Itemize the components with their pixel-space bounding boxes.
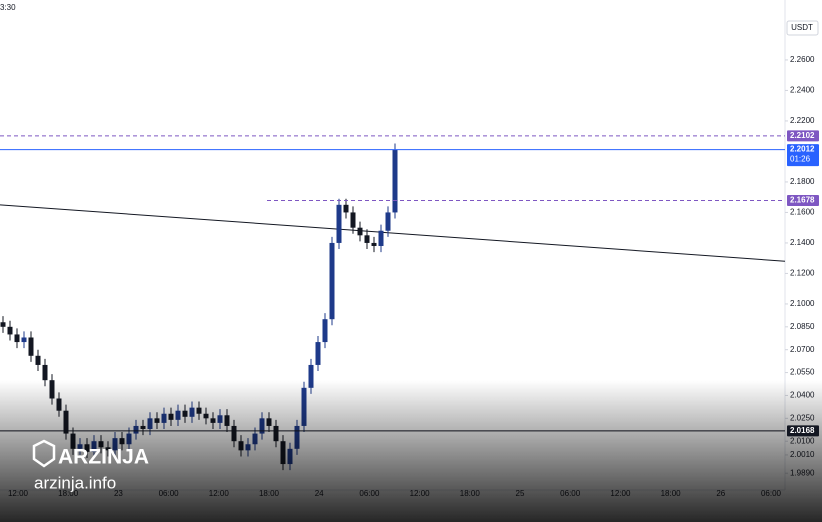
- candle-body: [371, 242, 377, 246]
- y-tick-label: 2.1800: [790, 177, 815, 186]
- candle-body: [364, 235, 370, 243]
- candle-body: [378, 230, 384, 246]
- price-label-box: [787, 195, 819, 207]
- currency-box: [786, 20, 819, 36]
- candle-body: [35, 355, 41, 365]
- candle-body: [308, 364, 314, 388]
- y-tick-label: 2.2200: [790, 116, 815, 125]
- candle-body: [7, 326, 13, 335]
- candle-body: [350, 212, 356, 228]
- candle-body: [14, 334, 20, 343]
- y-tick-label: 2.1600: [790, 208, 815, 217]
- candle-body: [329, 242, 335, 320]
- corner-time: 3:30: [0, 3, 16, 12]
- y-tick-label: 2.0550: [790, 368, 815, 377]
- y-tick-label: 2.0850: [790, 322, 815, 331]
- price-label: 2.0168: [790, 426, 815, 435]
- currency: USDT: [791, 23, 813, 32]
- candle-body: [343, 204, 349, 213]
- y-tick-label: 2.1400: [790, 238, 815, 247]
- logo: [32, 439, 56, 468]
- price-label: 2.2012: [790, 145, 815, 154]
- candle-body: [315, 342, 321, 365]
- y-tick-label: 2.1200: [790, 269, 815, 278]
- price-label-box: [787, 425, 819, 437]
- y-tick-label: 2.1000: [790, 299, 815, 308]
- countdown: 01:26: [790, 155, 811, 164]
- candle-body: [322, 319, 328, 343]
- y-tick-label: 2.0700: [790, 345, 815, 354]
- price-label-box: [787, 130, 819, 142]
- candle-body: [336, 204, 342, 243]
- trend-line: [0, 204, 786, 262]
- candle-body: [357, 227, 363, 236]
- price-label: 2.2102: [790, 131, 815, 140]
- candle-body: [42, 364, 48, 381]
- y-tick-label: 2.2400: [790, 86, 815, 95]
- candle-body: [28, 337, 34, 356]
- watermark-shade: [0, 380, 822, 522]
- candle-body: [0, 322, 6, 327]
- candle-body: [21, 337, 27, 343]
- site: arzinja.info: [34, 473, 116, 492]
- logo-icon: [32, 439, 56, 468]
- brand: ARZINJA: [58, 446, 149, 469]
- y-tick-label: 2.2600: [790, 55, 815, 64]
- price-label: 2.1678: [790, 196, 815, 205]
- candle-body: [385, 212, 391, 231]
- candle-body: [392, 149, 398, 213]
- price-label-box: [787, 144, 819, 167]
